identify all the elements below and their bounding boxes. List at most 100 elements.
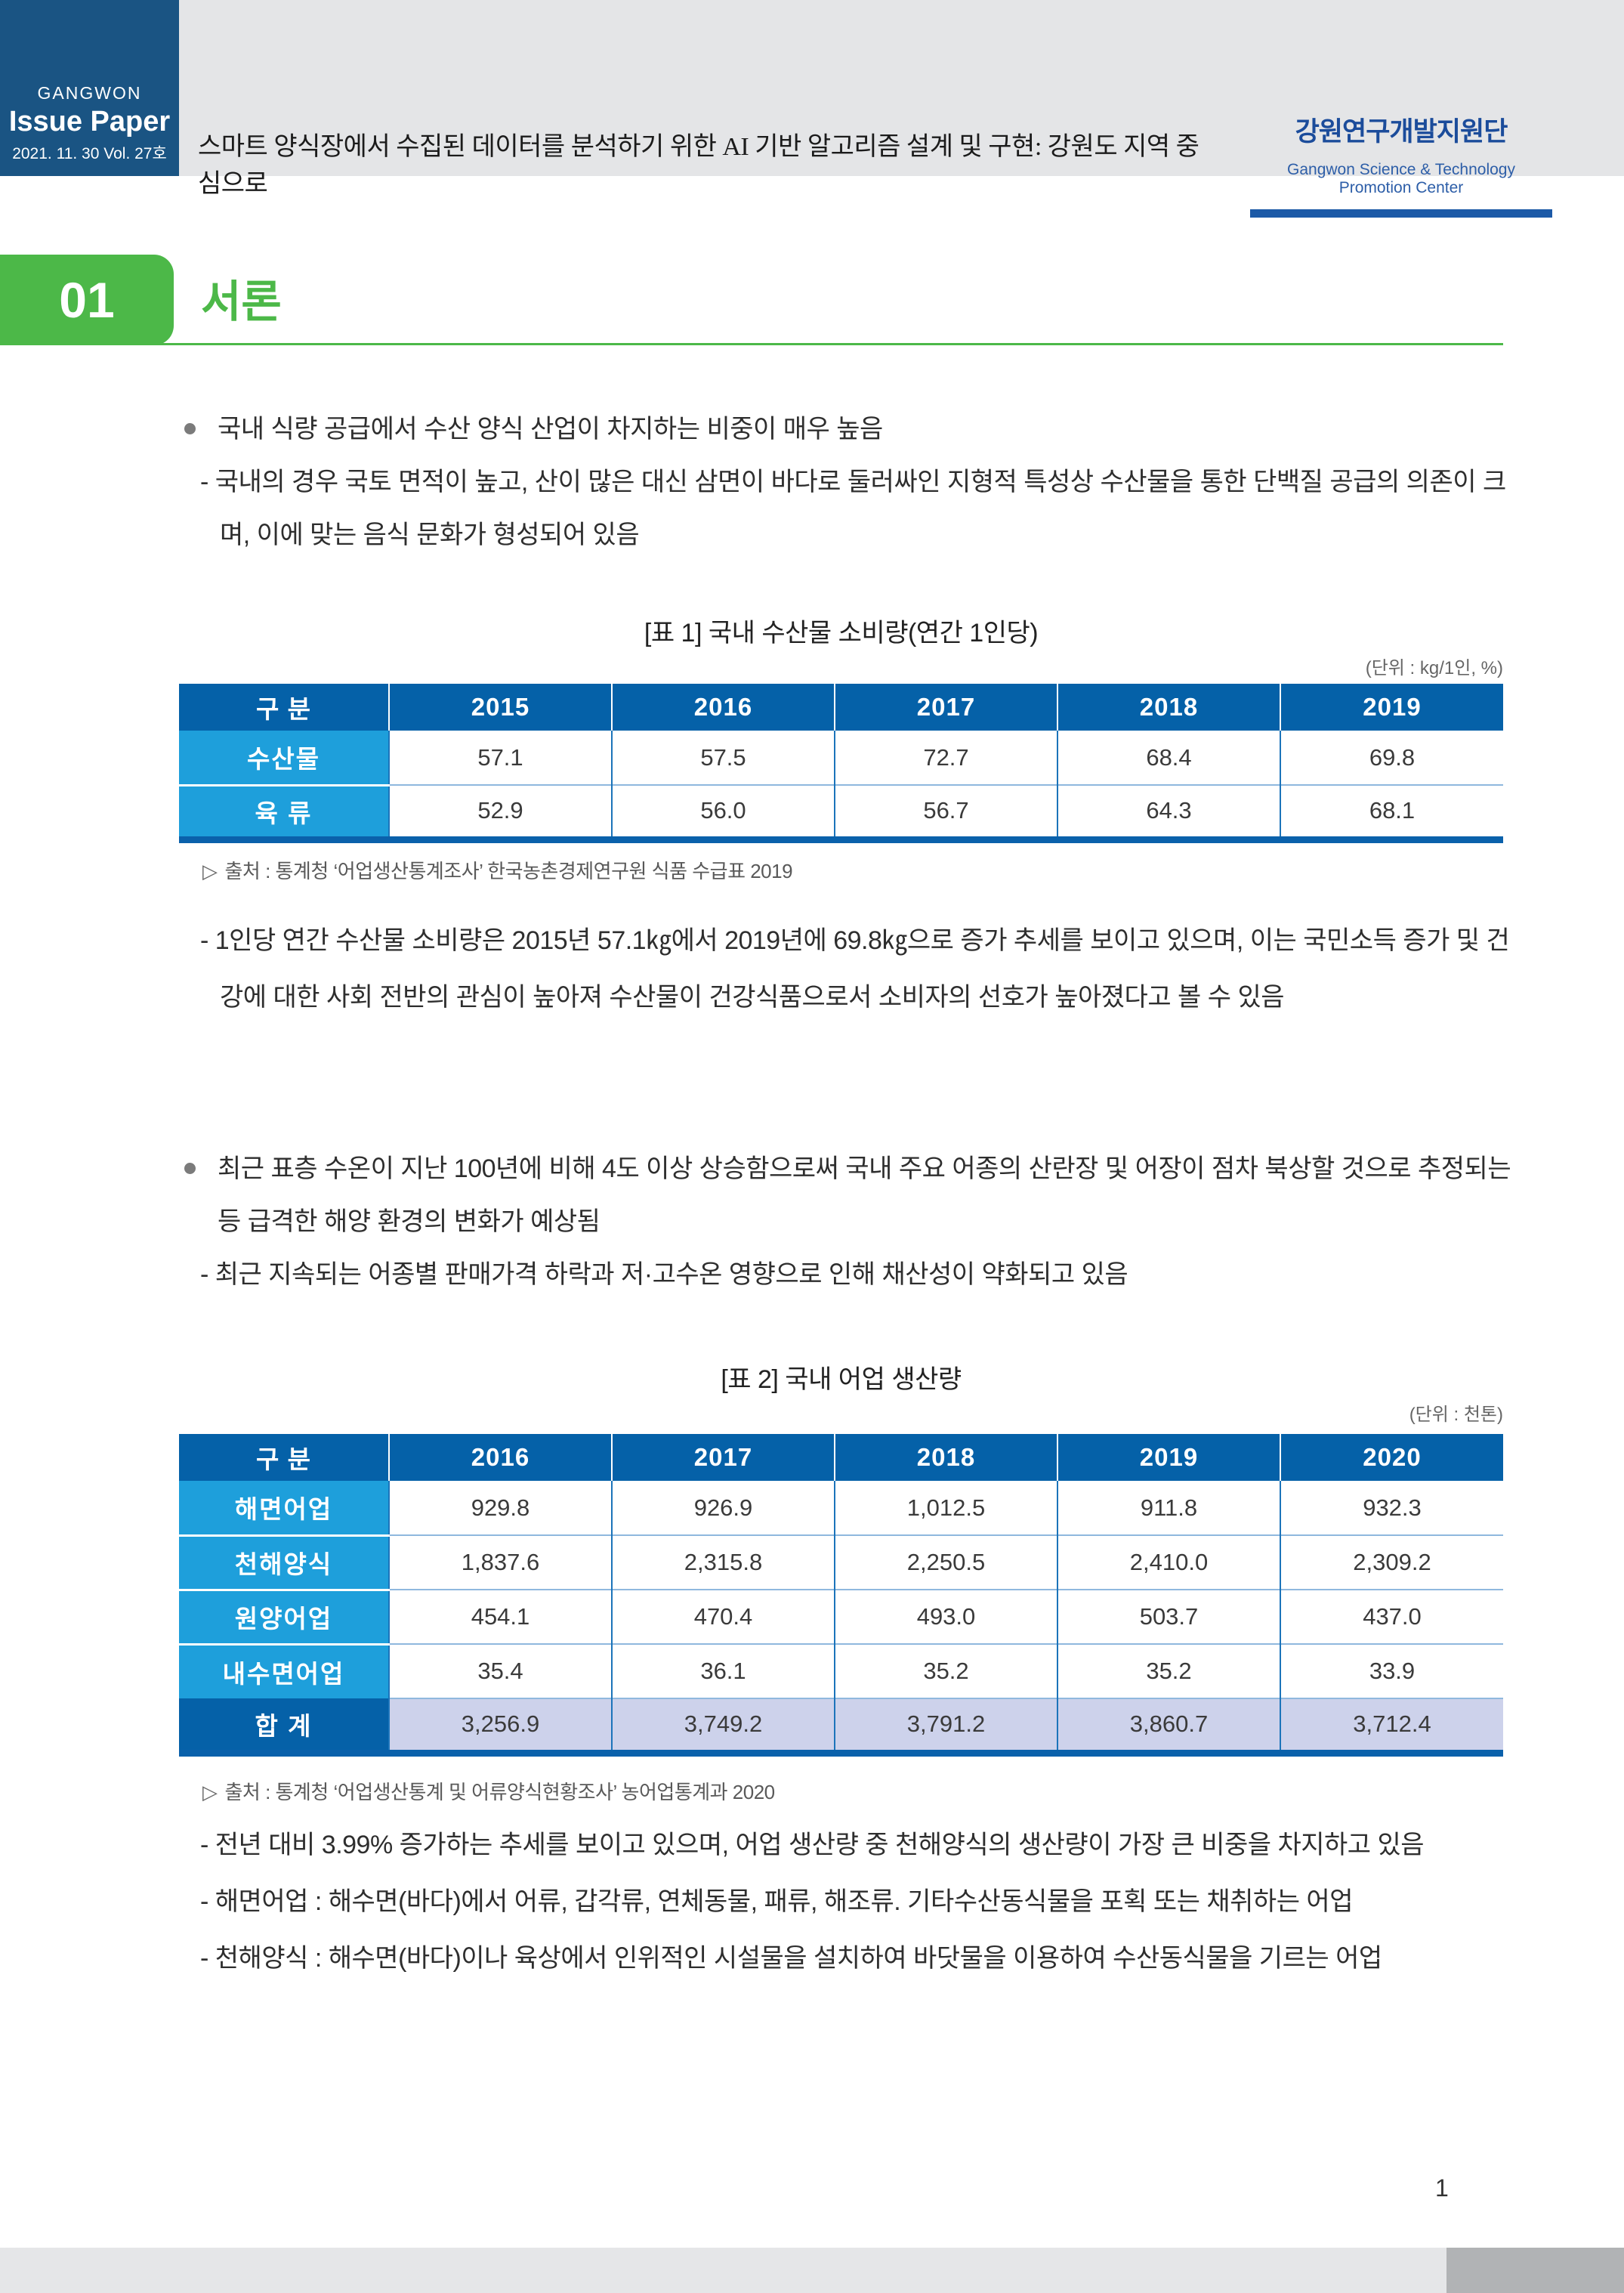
source-marker-icon: ▷ [202, 860, 218, 882]
dash-item: - 전년 대비 3.99% 증가하는 추세를 보이고 있으며, 어업 생산량 중… [200, 1831, 1425, 1859]
bullet-text: 최근 표층 수온이 지난 100년에 비해 4도 이상 상승함으로써 국내 주요… [218, 1154, 1511, 1236]
year-column-header: 2018 [1057, 684, 1280, 731]
table1-unit: (단위 : kg/1인, %) [1365, 658, 1503, 678]
table2-unit: (단위 : 천톤) [1409, 1405, 1503, 1425]
table-fishery-production: 구 분 2016 2017 2018 2019 2020 해면어업 929.8 926.9 1,0… [179, 1434, 1503, 1757]
dash-item: - 해면어업 : 해수면(바다)에서 어류, 갑각류, 연체동물, 패류, 해조… [200, 1887, 1353, 1916]
table-cell: 932.3 [1280, 1481, 1503, 1535]
bullet-group-1: 국내 식량 공급에서 수산 양식 산업이 차지하는 비중이 매우 높음 - 국내… [184, 403, 1521, 561]
table-cell: 68.4 [1057, 731, 1280, 785]
table-cell: 35.2 [1057, 1643, 1280, 1698]
table-cell: 3,860.7 [1057, 1698, 1280, 1753]
document-title: 스마트 양식장에서 수집된 데이터를 분석하기 위한 AI 기반 알고리즘 설계… [198, 133, 1199, 198]
table-cell: 2,250.5 [834, 1534, 1057, 1590]
brand-date-volume: 2021. 11. 30 Vol. 27호 [12, 145, 167, 162]
table-cell: 68.1 [1280, 784, 1503, 839]
table-cell: 56.7 [834, 784, 1057, 839]
table2-source: ▷ 출처 : 통계청 ‘어업생산통계 및 어류양식현황조사’ 농어업통계과 202… [202, 1777, 775, 1805]
table-cell: 3,749.2 [611, 1698, 835, 1753]
bullet-item: 최근 표층 수온이 지난 100년에 비해 4도 이상 상승함으로써 국내 주요… [184, 1142, 1525, 1248]
bullet-item: 국내 식량 공급에서 수산 양식 산업이 차지하는 비중이 매우 높음 [184, 403, 1521, 456]
row-label: 천해양식 [179, 1534, 389, 1590]
year-column-header: 2019 [1280, 684, 1503, 731]
table-cell: 470.4 [611, 1589, 835, 1644]
row-label: 내수면어업 [179, 1642, 389, 1698]
table-cell: 52.9 [388, 784, 612, 839]
bullet-dot-icon [184, 1163, 196, 1174]
table1-source: ▷ 출처 : 통계청 ‘어업생산통계조사’ 한국농촌경제연구원 식품 수급표 20… [202, 856, 793, 884]
table-total-row: 합 계 3,256.9 3,749.2 3,791.2 3,860.7 3,712.4 [179, 1698, 1503, 1753]
sub-bullet-item: - 국내의 경우 국토 면적이 높고, 산이 많은 대신 삼면이 바다로 둘러싸… [200, 468, 1506, 549]
table-cell: 2,309.2 [1280, 1534, 1503, 1590]
table-cell: 454.1 [388, 1589, 612, 1644]
table-cell: 64.3 [1057, 784, 1280, 839]
table-cell: 2,315.8 [611, 1534, 835, 1590]
table-cell: 35.2 [834, 1643, 1057, 1698]
organization-underline [1250, 209, 1552, 218]
table-cell: 1,837.6 [388, 1534, 612, 1590]
table-cell: 36.1 [611, 1643, 835, 1698]
table-row: 육 류 52.9 56.0 56.7 64.3 68.1 [179, 783, 1503, 839]
row-label: 원양어업 [179, 1588, 389, 1644]
source-text: 출처 : 통계청 ‘어업생산통계 및 어류양식현황조사’ 농어업통계과 2020 [224, 1781, 776, 1803]
bullet-group-2: 최근 표층 수온이 지난 100년에 비해 4도 이상 상승함으로써 국내 주요… [184, 1142, 1525, 1301]
year-column-header: 2015 [388, 684, 612, 731]
paragraph-consumption-trend: - 1인당 연간 수산물 소비량은 2015년 57.1㎏에서 2019년에 6… [200, 926, 1510, 1012]
footer-strip [0, 2248, 1624, 2293]
section-divider [0, 343, 1503, 345]
category-column-header: 구 분 [179, 684, 389, 731]
table-cell: 437.0 [1280, 1589, 1503, 1644]
row-label: 육 류 [179, 783, 389, 839]
table-cell: 57.1 [388, 731, 612, 785]
page-number: 1 [1435, 2174, 1449, 2202]
bullet-text: 국내 식량 공급에서 수산 양식 산업이 차지하는 비중이 매우 높음 [218, 415, 883, 443]
brand-issue-paper: Issue Paper [8, 106, 171, 138]
year-column-header: 2017 [834, 684, 1057, 731]
organization-name-en: Gangwon Science & Technology Promotion C… [1287, 161, 1515, 196]
year-column-header: 2018 [834, 1434, 1057, 1481]
organization-name-kr: 강원연구개발지원단 [1295, 117, 1508, 147]
year-column-header: 2016 [388, 1434, 612, 1481]
year-column-header: 2020 [1280, 1434, 1503, 1481]
table2-caption: [표 2] 국내 어업 생산량 [721, 1365, 962, 1394]
table-cell: 35.4 [388, 1643, 612, 1698]
table-row: 원양어업 454.1 470.4 493.0 503.7 437.0 [179, 1588, 1503, 1644]
year-column-header: 2019 [1057, 1434, 1280, 1481]
sub-bullet-item: - 최근 지속되는 어종별 판매가격 하락과 저·고수온 영향으로 인해 채산성… [200, 1260, 1128, 1289]
source-text: 출처 : 통계청 ‘어업생산통계조사’ 한국농촌경제연구원 식품 수급표 201… [224, 860, 793, 882]
table-cell: 3,256.9 [388, 1698, 612, 1753]
year-column-header: 2017 [611, 1434, 835, 1481]
source-marker-icon: ▷ [202, 1781, 218, 1803]
table-cell: 926.9 [611, 1481, 835, 1535]
table-cell: 69.8 [1280, 731, 1503, 785]
row-label: 해면어업 [179, 1481, 389, 1535]
row-label: 합 계 [179, 1698, 389, 1753]
table-row: 수산물 57.1 57.5 72.7 68.4 69.8 [179, 731, 1503, 785]
table-cell: 3,712.4 [1280, 1698, 1503, 1753]
table-row: 해면어업 929.8 926.9 1,012.5 911.8 932.3 [179, 1481, 1503, 1535]
table-cell: 911.8 [1057, 1481, 1280, 1535]
dash-item: - 천해양식 : 해수면(바다)이나 육상에서 인위적인 시설물을 설치하여 바… [200, 1944, 1382, 1973]
year-column-header: 2016 [611, 684, 835, 731]
category-column-header: 구 분 [179, 1434, 389, 1481]
table-cell: 929.8 [388, 1481, 612, 1535]
table-row: 천해양식 1,837.6 2,315.8 2,250.5 2,410.0 2,309.2 [179, 1534, 1503, 1590]
footer-dark-block [1446, 2248, 1624, 2293]
section-title: 서론 [201, 277, 282, 326]
table-cell: 72.7 [834, 731, 1057, 785]
table-cell: 57.5 [611, 731, 835, 785]
paragraph-definitions: - 전년 대비 3.99% 증가하는 추세를 보이고 있으며, 어업 생산량 중… [200, 1817, 1518, 1987]
brand-block: GANGWON Issue Paper 2021. 11. 30 Vol. 27… [0, 0, 179, 176]
table1-caption: [표 1] 국내 수산물 소비량(연간 1인당) [644, 619, 1039, 647]
row-label: 수산물 [179, 731, 389, 785]
organization-block: 강원연구개발지원단 Gangwon Science & Technology P… [1250, 110, 1552, 218]
table-cell: 503.7 [1057, 1589, 1280, 1644]
table-cell: 33.9 [1280, 1643, 1503, 1698]
table-cell: 493.0 [834, 1589, 1057, 1644]
section-number-badge: 01 [0, 255, 174, 345]
header: GANGWON Issue Paper 2021. 11. 30 Vol. 27… [0, 0, 1624, 218]
table-row: 내수면어업 35.4 36.1 35.2 35.2 33.9 [179, 1642, 1503, 1698]
bullet-dot-icon [184, 423, 196, 434]
table-cell: 56.0 [611, 784, 835, 839]
